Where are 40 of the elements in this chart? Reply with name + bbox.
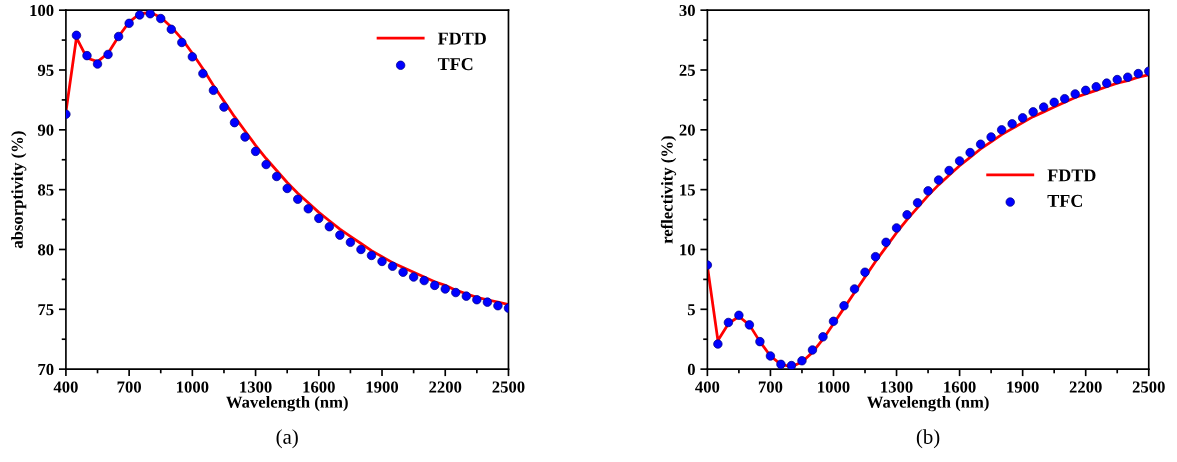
y-tick-label: 30 <box>679 4 695 17</box>
legend-label: FDTD <box>437 32 486 45</box>
x-tick-label: 700 <box>758 381 783 393</box>
x-axis-title: Wavelength (nm) <box>866 396 989 412</box>
x-tick-label: 1900 <box>366 381 399 393</box>
y-tick-label: 0 <box>687 363 695 376</box>
x-tick-label: 1900 <box>1007 381 1039 393</box>
x-tick-label: 2200 <box>429 381 462 393</box>
y-tick-label: 90 <box>37 124 54 136</box>
legend-label: TFC <box>437 58 473 71</box>
y-tick-label: 85 <box>37 184 54 196</box>
y-tick-label: 80 <box>37 244 54 256</box>
x-tick-label: 1600 <box>303 381 335 393</box>
y-tick-label: 70 <box>38 363 54 376</box>
x-axis-title: Wavelength (nm) <box>226 396 348 412</box>
x-tick-label: 2500 <box>492 381 525 393</box>
x-tick-label: 2500 <box>1132 381 1165 393</box>
x-tick-label: 1300 <box>881 381 913 393</box>
y-tick-label: 95 <box>37 64 54 76</box>
y-tick-label: 25 <box>679 64 695 76</box>
legend-label: TFC <box>1047 194 1082 207</box>
x-tick-label: 400 <box>695 381 720 393</box>
y-axis-title: reflectivity (%) <box>660 136 677 244</box>
y-tick-label: 15 <box>680 184 695 196</box>
x-tick-label: 400 <box>53 381 78 393</box>
y-tick-label: 10 <box>680 244 695 256</box>
x-tick-label: 1600 <box>944 381 976 393</box>
y-axis-title: absorptivity (%) <box>11 131 27 249</box>
x-tick-label: 1000 <box>177 381 209 393</box>
x-tick-label: 700 <box>117 381 141 393</box>
y-tick-label: 75 <box>38 304 54 316</box>
y-tick-label: 100 <box>30 4 54 17</box>
legend-label: FDTD <box>1047 169 1096 182</box>
x-tick-label: 1000 <box>818 381 850 393</box>
x-tick-label: 1300 <box>240 381 272 393</box>
x-tick-label: 2200 <box>1069 381 1102 393</box>
y-tick-label: 20 <box>679 124 695 136</box>
text: (a) <box>276 429 298 449</box>
text: (b) <box>916 429 940 449</box>
y-tick-label: 5 <box>687 304 695 316</box>
